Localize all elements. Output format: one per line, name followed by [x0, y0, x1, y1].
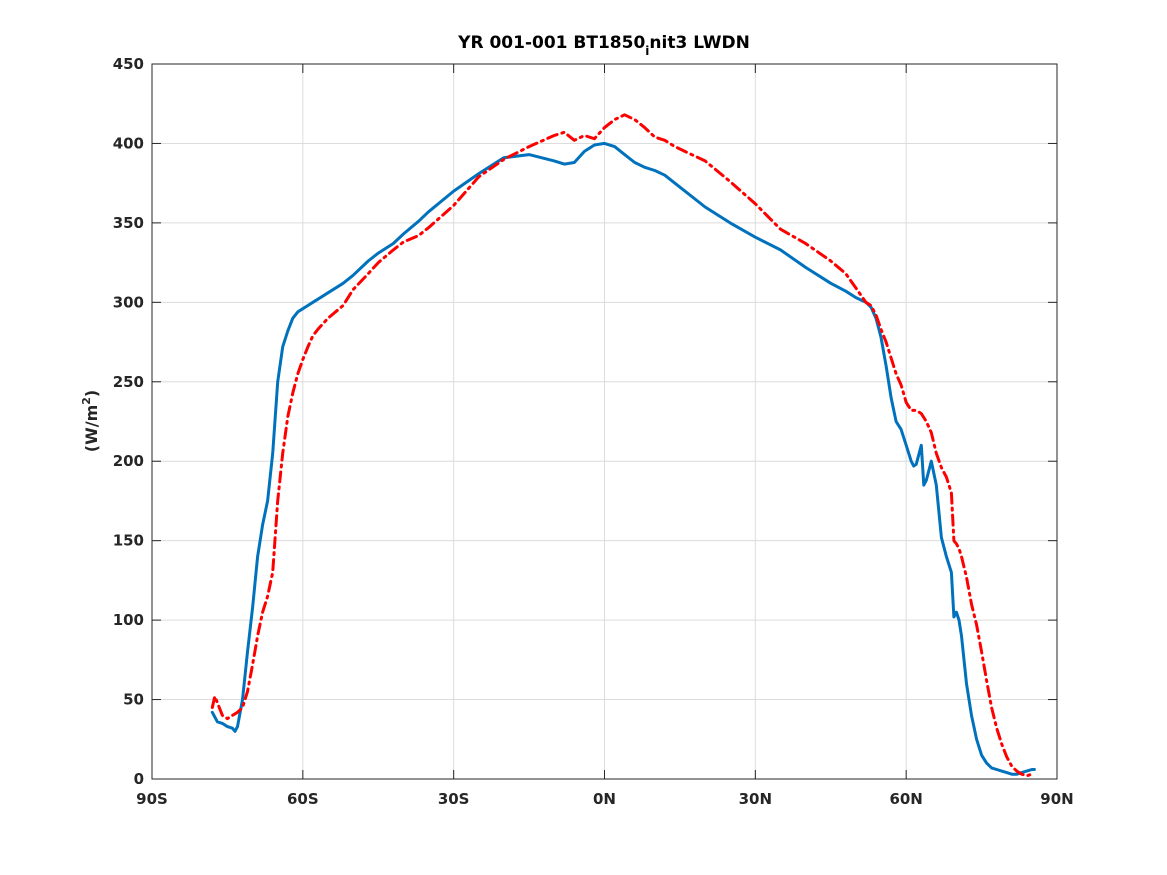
- y-axis-label: (W/m2): [80, 390, 101, 452]
- y-tick-label: 300: [113, 293, 144, 311]
- series-line-2: [210, 113, 1034, 778]
- x-tick-label: 60N: [889, 790, 922, 808]
- y-tick-label: 450: [113, 55, 144, 73]
- x-tick-label: 90S: [136, 790, 168, 808]
- y-tick-label: 100: [113, 611, 144, 629]
- chart-title: YR 001-001 BT1850init3 LWDN: [457, 33, 750, 58]
- axes: 90S 60S 30S 0N 30N 60N 90N 0 50 100 150 200 250 300 35…: [113, 55, 1074, 808]
- series-layer: [210, 113, 1036, 778]
- y-tick-label: 400: [113, 134, 144, 152]
- y-tick-label: 250: [113, 373, 144, 391]
- x-tick-label: 90N: [1040, 790, 1073, 808]
- y-tick-label: 150: [113, 532, 144, 550]
- y-tick-label: 0: [134, 770, 144, 788]
- x-tick-label: 30N: [739, 790, 772, 808]
- y-tick-label: 350: [113, 214, 144, 232]
- series-line-1: [210, 141, 1036, 776]
- x-tick-label: 60S: [287, 790, 319, 808]
- x-tick-label: 30S: [438, 790, 470, 808]
- y-tick-label: 200: [113, 452, 144, 470]
- y-tick-label: 50: [123, 691, 144, 709]
- x-tick-label: 0N: [593, 790, 616, 808]
